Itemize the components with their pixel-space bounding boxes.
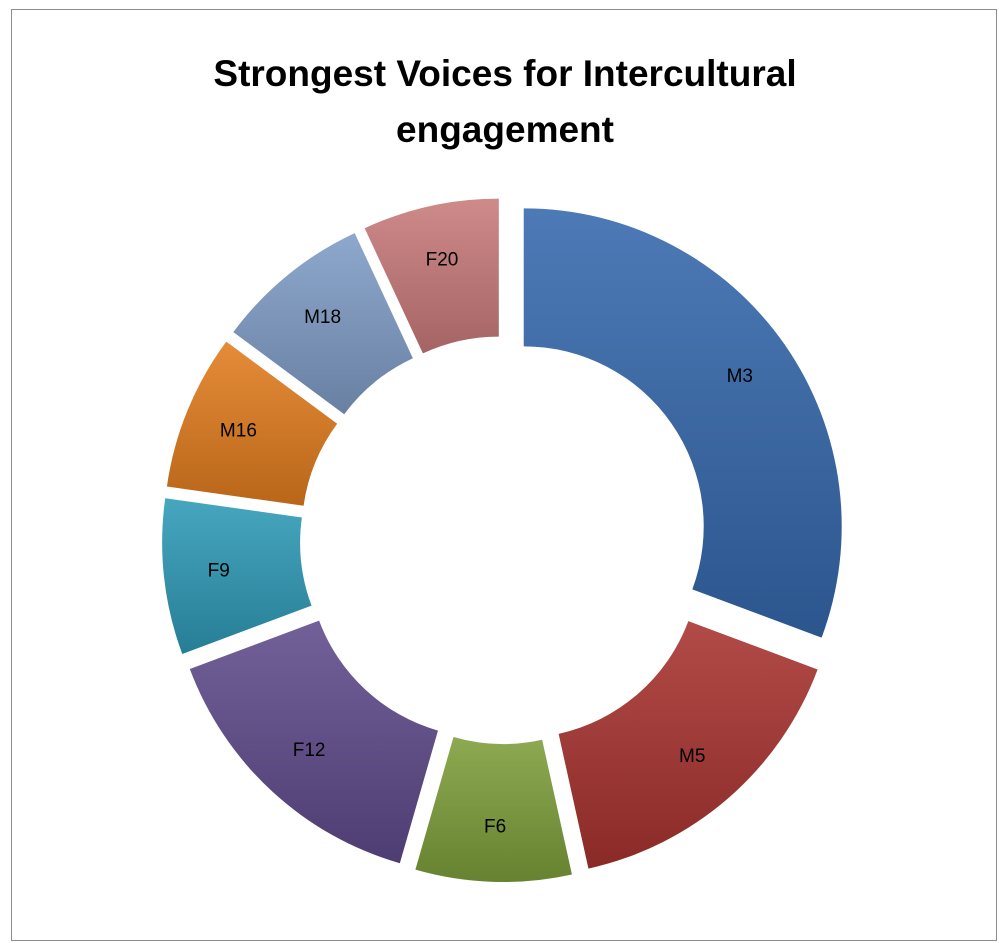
slice-label-f6: F6 [484, 816, 506, 837]
slice-f12 [189, 620, 438, 864]
slice-label-m3: M3 [727, 366, 753, 387]
slice-f9 [162, 498, 312, 654]
slice-label-m18: M18 [304, 307, 341, 328]
slice-m5 [558, 621, 818, 869]
chart-title-line-1: Strongest Voices for Intercultural [213, 53, 797, 94]
slice-f6 [415, 736, 572, 882]
slice-label-m16: M16 [220, 421, 257, 442]
slice-m18 [233, 233, 413, 415]
slice-m3 [523, 208, 842, 638]
slice-label-f12: F12 [293, 740, 326, 761]
slices-group [162, 198, 842, 882]
chart-title-line-2: engagement [396, 109, 614, 150]
slice-label-f9: F9 [208, 561, 230, 582]
slice-label-f20: F20 [426, 249, 459, 270]
labels-group: M3 M5 F6 F12 F9 M16 M18 F20 [208, 249, 753, 837]
slice-m16 [166, 341, 338, 506]
slice-f20 [364, 198, 499, 354]
chart-title: Strongest Voices for Intercultural engag… [12, 46, 998, 158]
slice-label-m5: M5 [679, 746, 705, 767]
